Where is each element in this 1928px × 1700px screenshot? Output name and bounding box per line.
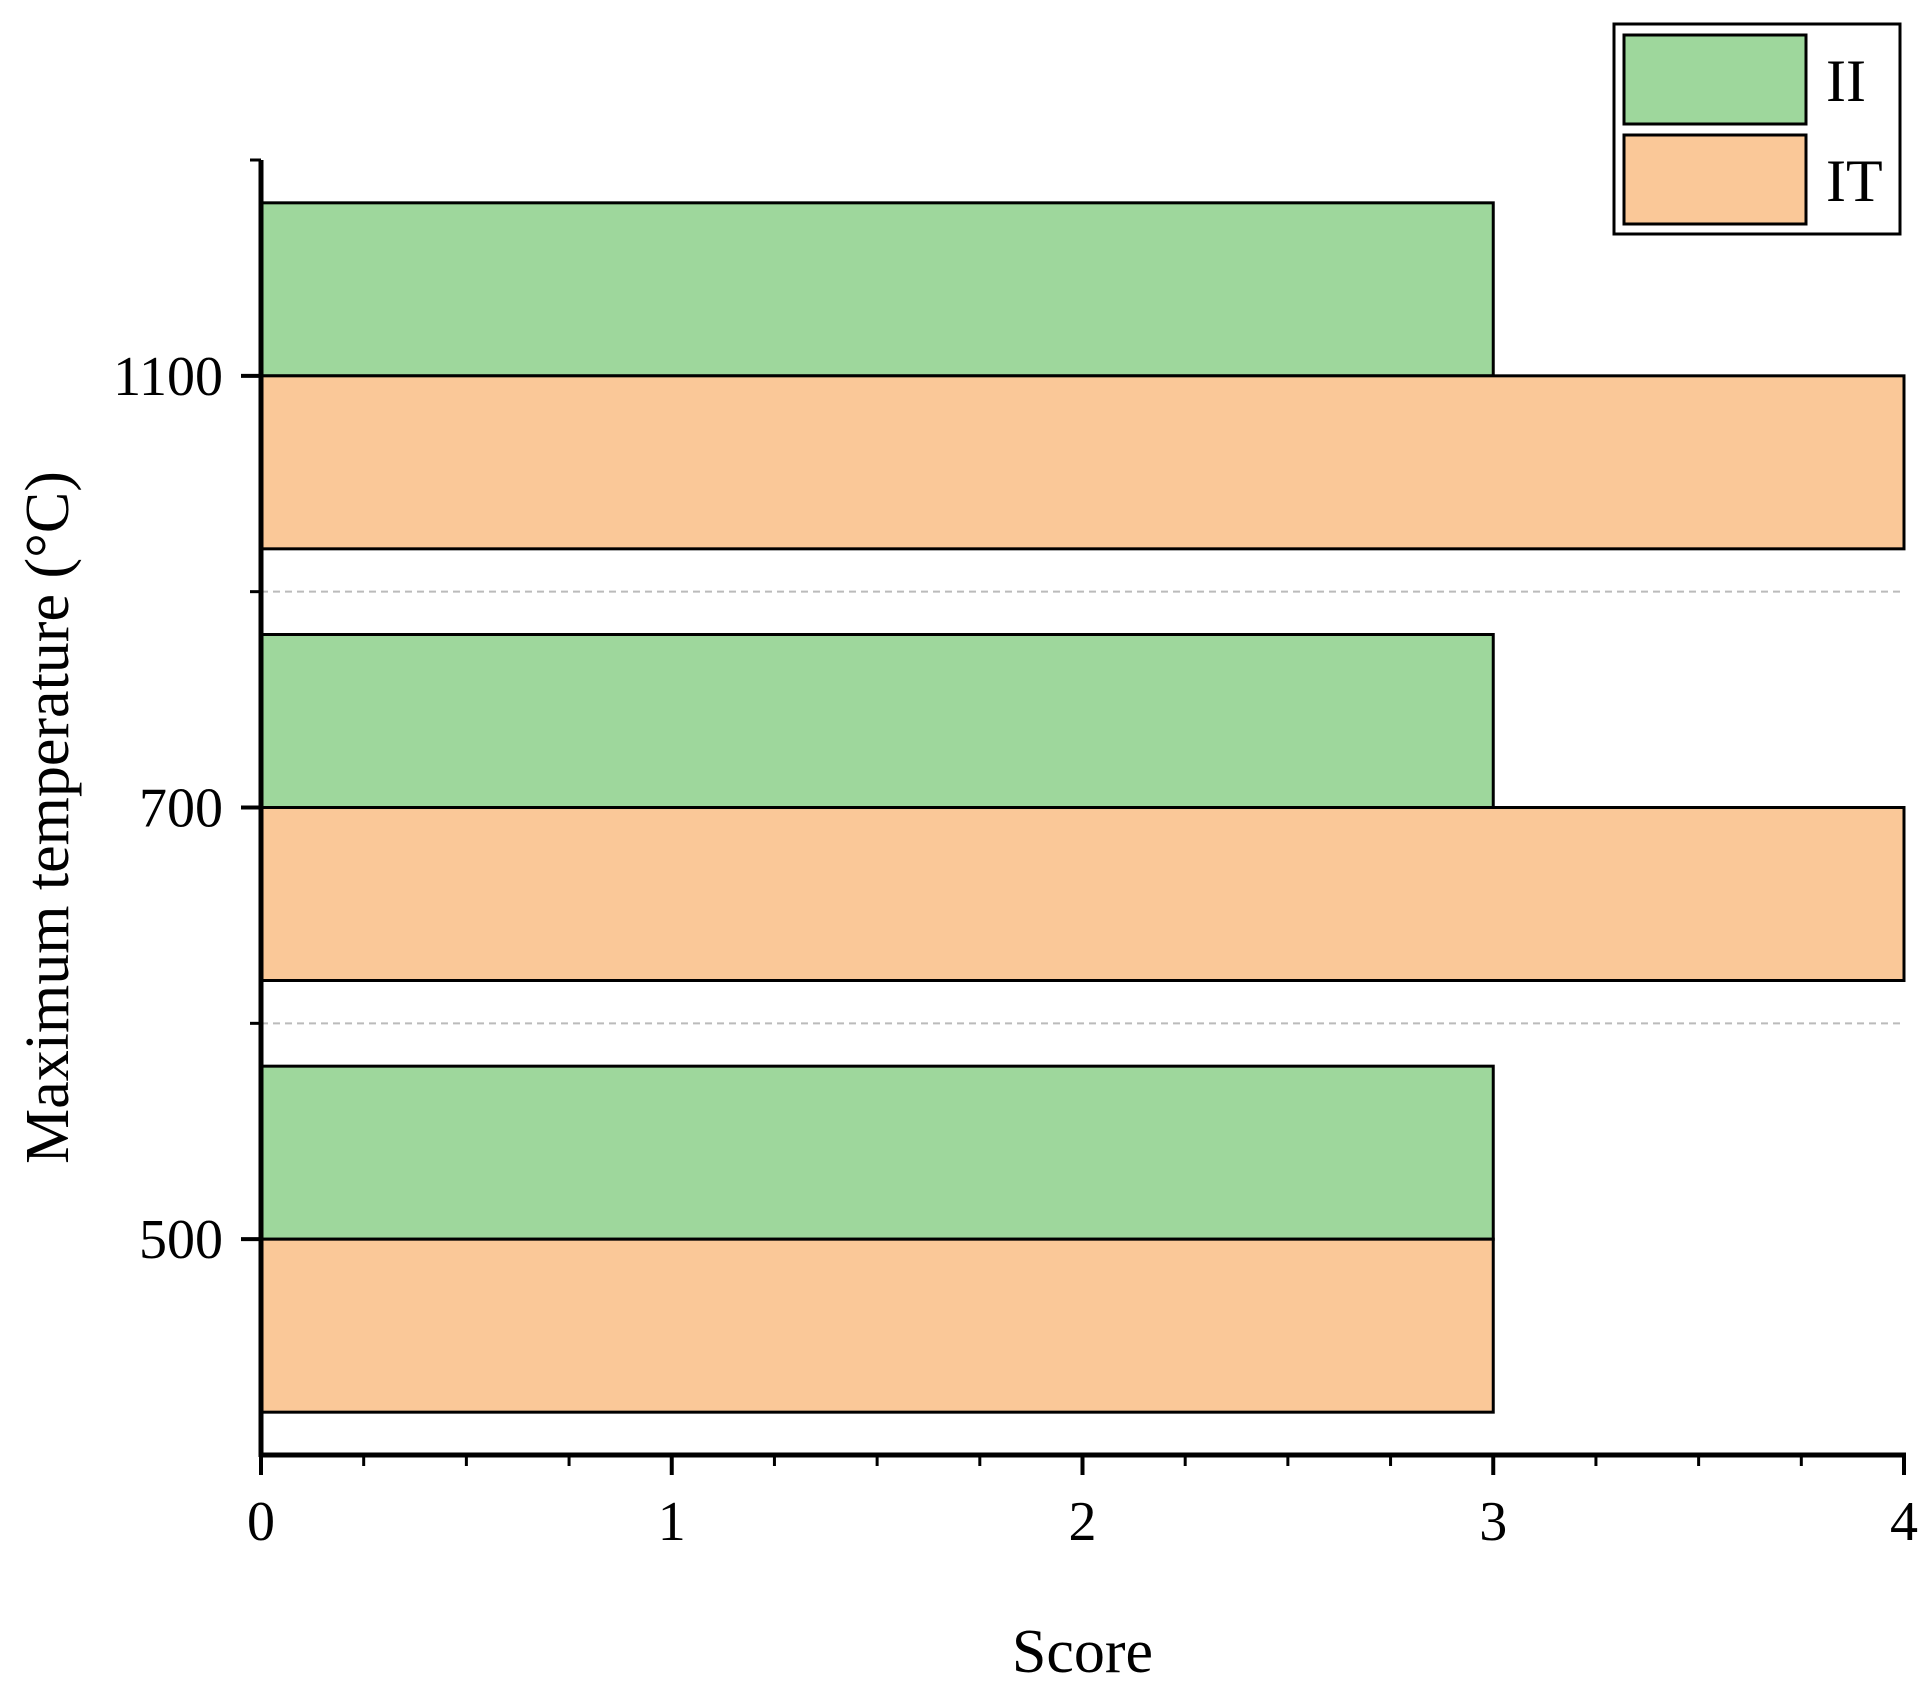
x-tick-label: 0 [247,1491,275,1553]
legend-label-it: IT [1826,148,1883,214]
legend: II IT [1612,22,1902,236]
legend-swatch-ii [1622,33,1808,126]
x-tick-label: 4 [1890,1491,1918,1553]
bars [259,201,1906,1414]
bar-it-1100 [259,374,1906,551]
x-axis-title: Score [1012,1618,1153,1686]
bar-ii-1100 [259,201,1495,378]
bar-it-500 [259,1237,1495,1414]
y-axis-title: Maximum temperature (°C) [14,471,82,1164]
x-tick-label: 1 [658,1491,686,1553]
legend-label-ii: II [1826,48,1866,114]
y-axis-ticks: 500 700 1100 [113,158,261,1271]
y-tick-label: 1100 [113,346,223,408]
category-separators [261,590,1904,1025]
x-axis-ticks: 0 1 2 3 4 [247,1455,1918,1553]
bar-ii-700 [259,633,1495,809]
y-tick-label: 700 [139,778,223,840]
bar-it-700 [259,806,1906,982]
x-tick-label: 2 [1069,1491,1097,1553]
legend-swatch-it [1622,133,1808,226]
y-tick-label: 500 [139,1209,223,1271]
bar-ii-500 [259,1064,1495,1241]
x-tick-label: 3 [1479,1491,1507,1553]
